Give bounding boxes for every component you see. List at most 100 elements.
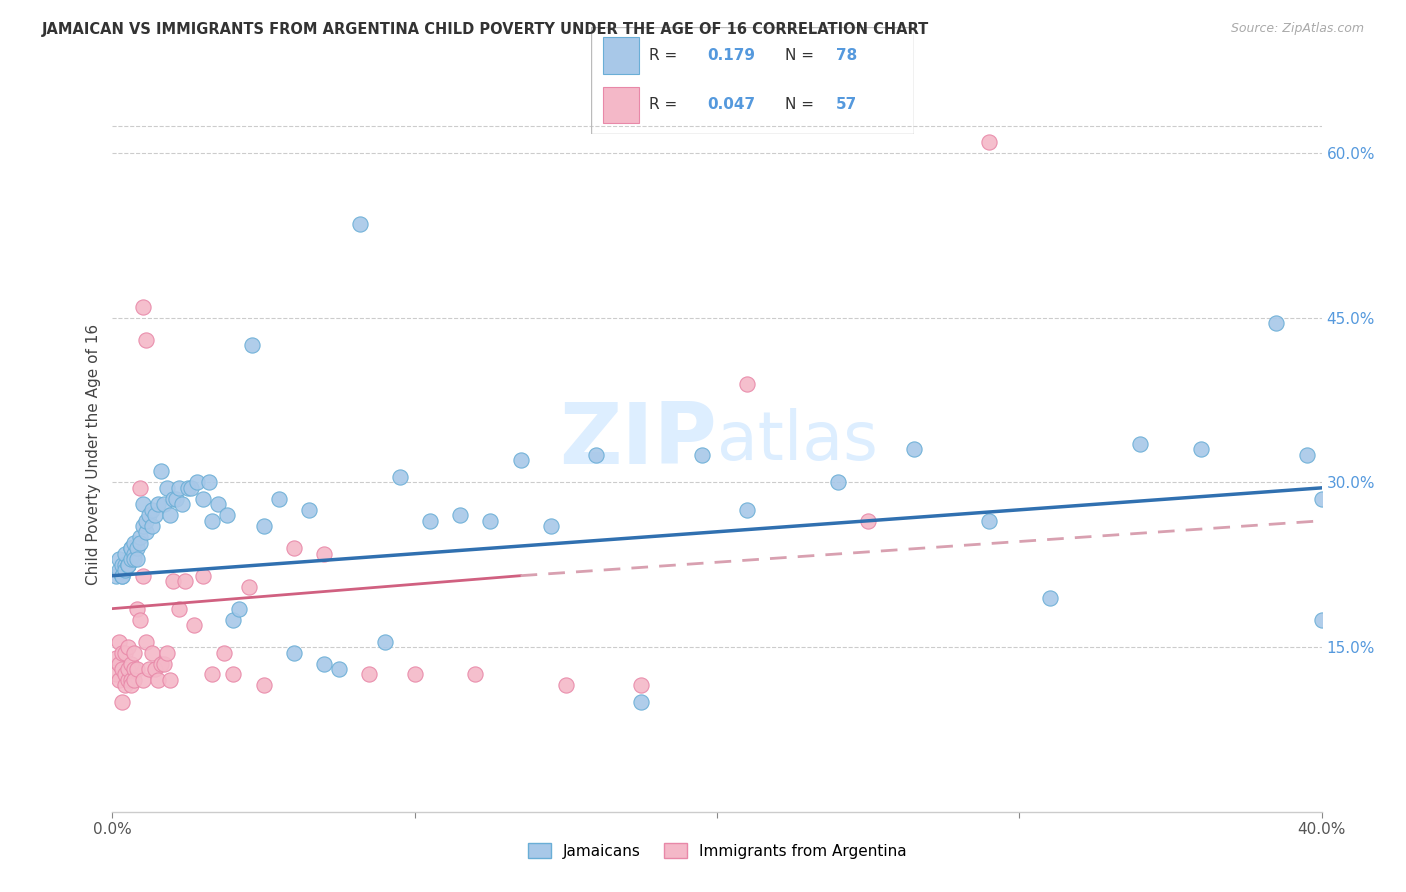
Point [132,519,155,533]
Point [149,657,172,671]
Point [159,673,181,687]
Point [122,673,145,687]
Point [165,491,187,506]
Point [120,673,142,687]
Point [122,552,145,566]
Point [162,491,184,506]
Point [110,558,132,572]
Point [903,442,925,457]
Point [479,514,502,528]
Point [120,657,142,671]
Point [117,673,139,687]
Point [117,558,139,572]
Point [132,497,155,511]
Point [122,547,145,561]
Point [141,646,163,660]
Text: atlas: atlas [717,408,877,474]
Point [1189,442,1212,457]
Point [540,519,562,533]
Point [328,662,350,676]
Point [298,503,321,517]
Point [174,574,197,589]
Point [114,558,136,572]
Point [107,634,129,648]
Point [1038,591,1062,605]
Point [222,613,245,627]
Point [240,338,263,352]
Point [138,662,160,676]
Point [977,514,1000,528]
Point [1310,613,1333,627]
Point [856,514,880,528]
Point [167,601,190,615]
Point [120,541,142,556]
Point [349,218,371,232]
Point [128,613,150,627]
Point [201,514,224,528]
Point [125,601,148,615]
Point [827,475,849,490]
Point [125,552,148,566]
Point [107,563,129,577]
Point [554,678,576,692]
Point [120,541,142,556]
Point [117,640,139,654]
Point [141,503,163,517]
Point [104,651,127,665]
Bar [603,87,640,123]
Point [1295,448,1317,462]
Point [122,646,145,660]
Point [110,662,132,676]
Point [217,508,239,523]
Point [404,667,426,681]
Point [149,464,172,478]
Point [464,667,486,681]
Point [114,678,136,692]
Point [222,667,245,681]
Point [585,448,607,462]
Point [135,634,157,648]
Point [141,519,163,533]
Point [630,695,652,709]
Point [180,481,202,495]
Point [104,568,127,582]
Point [117,558,139,572]
Point [110,568,132,582]
Point [143,508,166,523]
Point [125,541,148,556]
Point [135,333,157,347]
Point [132,300,155,314]
Point [153,657,176,671]
Point [283,646,305,660]
Point [114,563,136,577]
Point [128,530,150,544]
Point [120,678,142,692]
Point [132,673,155,687]
Point [162,574,184,589]
Text: JAMAICAN VS IMMIGRANTS FROM ARGENTINA CHILD POVERTY UNDER THE AGE OF 16 CORRELAT: JAMAICAN VS IMMIGRANTS FROM ARGENTINA CH… [42,22,929,37]
Text: Source: ZipAtlas.com: Source: ZipAtlas.com [1230,22,1364,36]
Point [374,634,396,648]
Point [128,535,150,549]
Point [146,673,169,687]
Point [122,662,145,676]
Point [138,508,160,523]
Point [135,524,157,539]
Point [156,481,179,495]
Point [167,481,190,495]
Point [146,497,169,511]
Point [153,497,176,511]
Point [170,497,193,511]
Point [159,508,181,523]
Legend: Jamaicans, Immigrants from Argentina: Jamaicans, Immigrants from Argentina [522,837,912,864]
Point [183,618,205,632]
Point [283,541,305,556]
Point [314,657,336,671]
Point [107,552,129,566]
Point [128,481,150,495]
Point [156,646,179,660]
Point [117,662,139,676]
Point [1265,316,1288,330]
Text: ZIP: ZIP [560,399,717,483]
Point [207,497,229,511]
